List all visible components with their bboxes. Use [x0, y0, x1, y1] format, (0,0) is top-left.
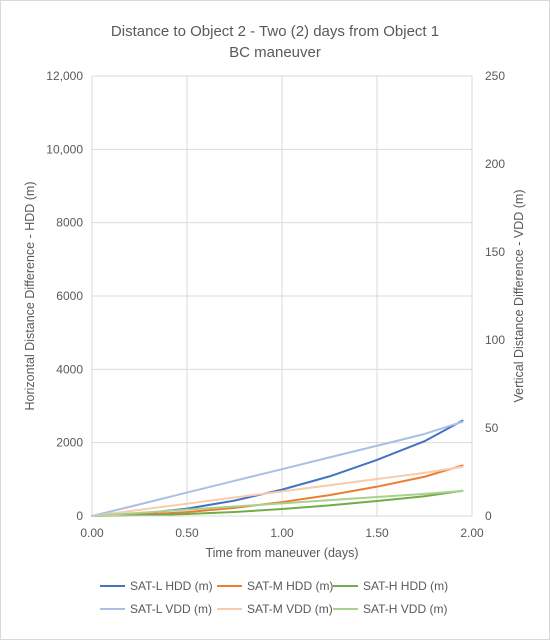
series-line-sat-h-vdd-m: [91, 490, 464, 517]
y-tick-label: 4000: [56, 362, 83, 376]
y2-tick-label: 250: [485, 69, 505, 83]
legend-item: SAT-H VDD (m): [333, 602, 447, 616]
legend-label: SAT-M HDD (m): [247, 579, 333, 593]
legend: SAT-L HDD (m) SAT-M HDD (m) SAT-H HDD (m) S…: [100, 579, 448, 616]
legend-label: SAT-L HDD (m): [130, 579, 213, 593]
chart-subtitle: BC maneuver: [229, 44, 321, 61]
series-line-sat-h-hdd-m: [91, 489, 464, 517]
y2-tick-label: 0: [485, 509, 492, 523]
x-tick-label: 0.00: [80, 526, 104, 540]
chart-title: Distance to Object 2 - Two (2) days from…: [111, 23, 439, 40]
legend-item: SAT-M HDD (m): [217, 579, 333, 593]
legend-label: SAT-M VDD (m): [247, 602, 333, 616]
grid: [91, 75, 473, 517]
series-line-sat-m-vdd-m: [91, 465, 464, 517]
y-tick-label: 12,000: [46, 69, 83, 83]
series-lines: [91, 419, 464, 517]
y-tick-label: 2000: [56, 436, 83, 450]
y2-tick-label: 150: [485, 245, 505, 259]
legend-item: SAT-L VDD (m): [100, 602, 212, 616]
legend-item: SAT-L HDD (m): [100, 579, 213, 593]
y-tick-label: 0: [76, 509, 83, 523]
y2-tick-label: 200: [485, 157, 505, 171]
y-tick-label: 6000: [56, 289, 83, 303]
legend-item: SAT-M VDD (m): [217, 602, 333, 616]
y2-axis-title: Vertical Distance Difference - VDD (m): [512, 189, 526, 402]
y2-tick-label: 50: [485, 421, 499, 435]
x-axis-title: Time from maneuver (days): [205, 546, 358, 560]
y-axis-title: Horizontal Distance Difference - HDD (m): [23, 182, 37, 411]
y-tick-label: 10,000: [46, 142, 83, 156]
y2-tick-label: 100: [485, 333, 505, 347]
x-tick-label: 1.50: [365, 526, 389, 540]
x-tick-label: 2.00: [460, 526, 484, 540]
legend-label: SAT-H VDD (m): [363, 602, 447, 616]
legend-label: SAT-H HDD (m): [363, 579, 448, 593]
legend-label: SAT-L VDD (m): [130, 602, 212, 616]
series-line-sat-l-vdd-m: [91, 420, 464, 517]
legend-item: SAT-H HDD (m): [333, 579, 448, 593]
x-tick-label: 1.00: [270, 526, 294, 540]
y-tick-label: 8000: [56, 216, 83, 230]
x-tick-label: 0.50: [175, 526, 199, 540]
